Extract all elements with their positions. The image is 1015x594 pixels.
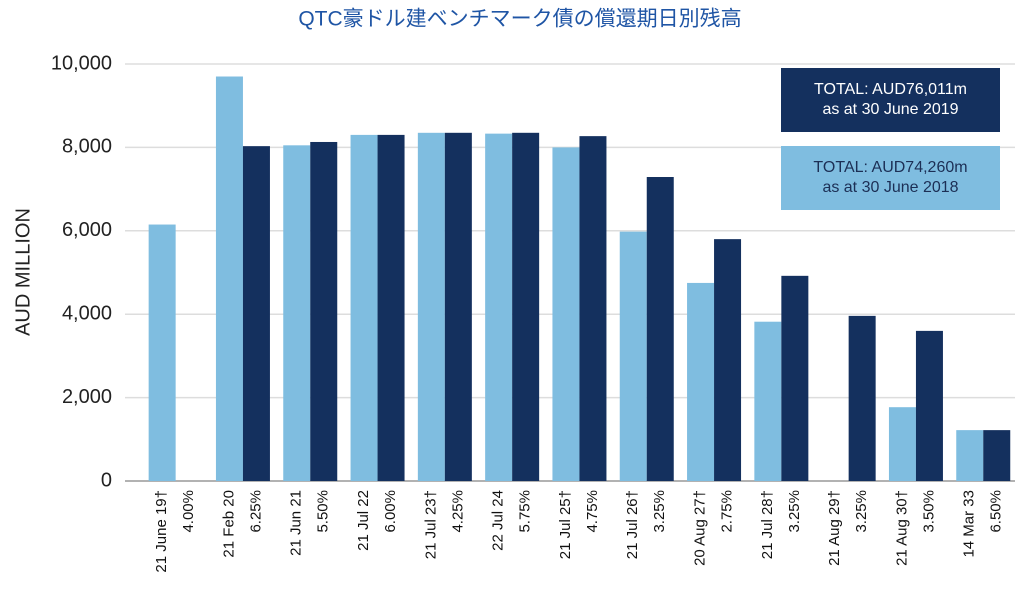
bar (714, 239, 742, 481)
x-tick-label: 21 Jul 22 (355, 490, 372, 551)
x-tick-sublabel: 4.25% (449, 490, 466, 533)
y-axis-label: AUD MILLION (12, 208, 34, 336)
x-tick-sublabel: 3.25% (853, 490, 870, 533)
x-tick-label: 21 Aug 29† (826, 490, 843, 566)
bar (310, 141, 338, 481)
x-tick-sublabel: 3.25% (651, 490, 668, 533)
bar (888, 407, 916, 481)
bar (646, 177, 674, 481)
x-tick-label: 22 Jul 24 (490, 490, 507, 551)
x-tick-label: 20 Aug 27† (692, 490, 709, 566)
chart-title: QTC豪ドル建ベンチマーク債の償還期日別残高 (298, 8, 741, 31)
x-tick-sublabel: 6.00% (382, 490, 399, 533)
bar (848, 315, 876, 481)
x-tick-sublabel: 6.50% (988, 490, 1005, 533)
y-tick-label: 8,000 (62, 136, 112, 158)
bar (242, 146, 270, 482)
bar (485, 133, 513, 481)
x-tick-sublabel: 5.50% (315, 490, 332, 533)
bar (377, 134, 405, 481)
bar (687, 282, 715, 481)
bar (350, 134, 378, 481)
x-tick-sublabel: 4.00% (180, 490, 197, 533)
bar (781, 275, 809, 481)
x-tick-label: 21 Jul 28† (759, 490, 776, 559)
bar (579, 136, 607, 482)
x-tick-sublabel: 4.75% (584, 490, 601, 533)
bar (915, 330, 943, 481)
x-tick-sublabel: 3.25% (786, 490, 803, 533)
x-tick-label: 21 Feb 20 (220, 490, 237, 558)
x-tick-label: 14 Mar 33 (961, 490, 978, 558)
bar (754, 321, 782, 481)
x-tick-label: 21 Jul 26† (624, 490, 641, 559)
x-tick-label: 21 Aug 30† (893, 490, 910, 566)
legend-entry: TOTAL: AUD74,260m as at 30 June 2018 (781, 146, 1000, 210)
bar (512, 132, 540, 481)
y-tick-label: 0 (101, 469, 112, 491)
bar (956, 430, 984, 481)
bar (552, 147, 580, 481)
legend-entry: TOTAL: AUD76,011m as at 30 June 2019 (781, 68, 1000, 132)
x-tick-sublabel: 6.25% (247, 490, 264, 533)
y-tick-label: 10,000 (51, 52, 112, 74)
x-tick-label: 21 Jul 23† (422, 490, 439, 559)
bar (148, 224, 176, 482)
bar (215, 76, 243, 481)
y-tick-label: 6,000 (62, 219, 112, 241)
y-tick-label: 2,000 (62, 386, 112, 408)
bar (619, 231, 647, 481)
y-tick-label: 4,000 (62, 302, 112, 324)
x-tick-sublabel: 5.75% (517, 490, 534, 533)
x-tick-label: 21 June 19† (153, 490, 170, 573)
bar (283, 145, 311, 481)
bar (417, 132, 445, 481)
bar (983, 430, 1011, 481)
x-tick-label: 21 Jun 21 (288, 490, 305, 556)
bar (444, 132, 472, 481)
x-tick-sublabel: 3.50% (920, 490, 937, 533)
x-tick-label: 21 Jul 25† (557, 490, 574, 559)
x-tick-sublabel: 2.75% (719, 490, 736, 533)
